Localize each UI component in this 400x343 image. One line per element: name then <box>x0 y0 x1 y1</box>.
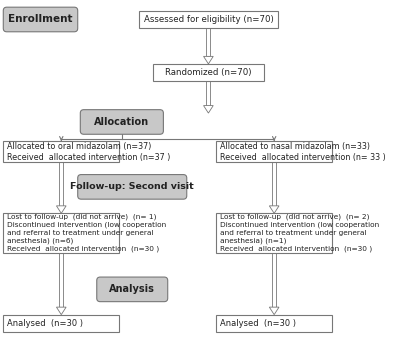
FancyBboxPatch shape <box>216 315 332 332</box>
FancyBboxPatch shape <box>139 11 278 28</box>
Text: Allocation: Allocation <box>94 117 150 127</box>
Polygon shape <box>204 106 213 113</box>
Text: Randomized (n=70): Randomized (n=70) <box>165 68 252 77</box>
Polygon shape <box>56 206 66 213</box>
Text: Allocated to oral midazolam (n=37)
Received  allocated intervention (n=37 ): Allocated to oral midazolam (n=37) Recei… <box>8 142 171 162</box>
FancyBboxPatch shape <box>59 253 63 307</box>
FancyBboxPatch shape <box>78 175 187 199</box>
Polygon shape <box>269 307 279 315</box>
FancyBboxPatch shape <box>206 28 210 56</box>
FancyBboxPatch shape <box>206 81 210 106</box>
FancyBboxPatch shape <box>3 315 119 332</box>
FancyBboxPatch shape <box>59 162 63 206</box>
Text: Assessed for eligibility (n=70): Assessed for eligibility (n=70) <box>144 15 273 24</box>
FancyBboxPatch shape <box>272 162 276 206</box>
Text: Lost to follow-up  (did not arrive)  (n= 1)
Discontinued intervention (low coope: Lost to follow-up (did not arrive) (n= 1… <box>8 214 167 252</box>
Polygon shape <box>56 307 66 315</box>
FancyBboxPatch shape <box>153 64 264 81</box>
Polygon shape <box>204 56 213 64</box>
Text: Analysed  (n=30 ): Analysed (n=30 ) <box>220 319 296 328</box>
FancyBboxPatch shape <box>97 277 168 301</box>
Text: Follow-up: Second visit: Follow-up: Second visit <box>70 182 194 191</box>
Text: Analysed  (n=30 ): Analysed (n=30 ) <box>8 319 84 328</box>
Text: Analysis: Analysis <box>109 284 155 294</box>
FancyBboxPatch shape <box>216 141 332 162</box>
FancyBboxPatch shape <box>80 110 163 134</box>
FancyBboxPatch shape <box>272 253 276 307</box>
FancyBboxPatch shape <box>216 213 332 253</box>
FancyBboxPatch shape <box>3 7 78 32</box>
Polygon shape <box>269 206 279 213</box>
Text: Allocated to nasal midazolam (n=33)
Received  allocated intervention (n= 33 ): Allocated to nasal midazolam (n=33) Rece… <box>220 142 386 162</box>
Text: Lost to follow-up  (did not arrive)  (n= 2)
Discontinued intervention (low coope: Lost to follow-up (did not arrive) (n= 2… <box>220 214 380 252</box>
Text: Enrollment: Enrollment <box>8 14 73 24</box>
FancyBboxPatch shape <box>3 213 119 253</box>
FancyBboxPatch shape <box>3 141 119 162</box>
